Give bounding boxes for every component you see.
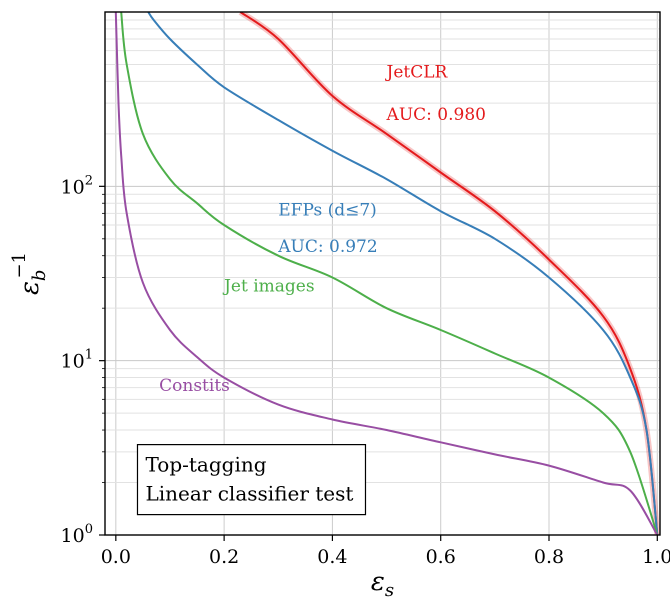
jetclr-auc-label: AUC: 0.980 — [386, 105, 486, 125]
x-tick-label: 0.6 — [426, 546, 456, 568]
efp-label: EFPs (d≤7) — [278, 201, 377, 221]
info-box: Top-tagging Linear classifier test — [136, 444, 367, 516]
y-tick-label: 100 — [61, 522, 93, 547]
x-axis-title: εs — [371, 567, 394, 599]
constits-label: Constits — [159, 376, 230, 396]
grid-lines — [105, 12, 660, 536]
plot-frame — [104, 11, 661, 536]
y-tick-label: 101 — [61, 348, 93, 373]
x-tick-label: 1.0 — [642, 546, 670, 568]
x-tick-label: 0.8 — [534, 546, 564, 568]
info-box-line: Top-tagging — [145, 453, 266, 477]
y-tick-label: 102 — [61, 173, 93, 198]
info-box-line: Linear classifier test — [145, 482, 353, 506]
axis-ticks: 0.0 0.2 0.4 0.6 0.8 1.0 100 101 102 — [61, 173, 670, 568]
y-axis-title: εb−1 — [9, 252, 50, 295]
series-line-jetclr — [239, 12, 659, 535]
x-tick-label: 0.2 — [209, 546, 239, 568]
info-box-frame — [136, 444, 367, 516]
x-tick-label: 0.4 — [317, 546, 347, 568]
roc-curves — [114, 12, 660, 535]
x-tick-label: 0.0 — [101, 546, 131, 568]
series-line-efps-d-7 — [147, 12, 659, 535]
series-line-jet-images — [120, 12, 659, 535]
jetclr-label: JetCLR — [385, 63, 449, 83]
series-line-constits — [114, 12, 659, 535]
jet-images-label: Jet images — [222, 276, 314, 296]
efp-auc-label: AUC: 0.972 — [277, 237, 377, 257]
